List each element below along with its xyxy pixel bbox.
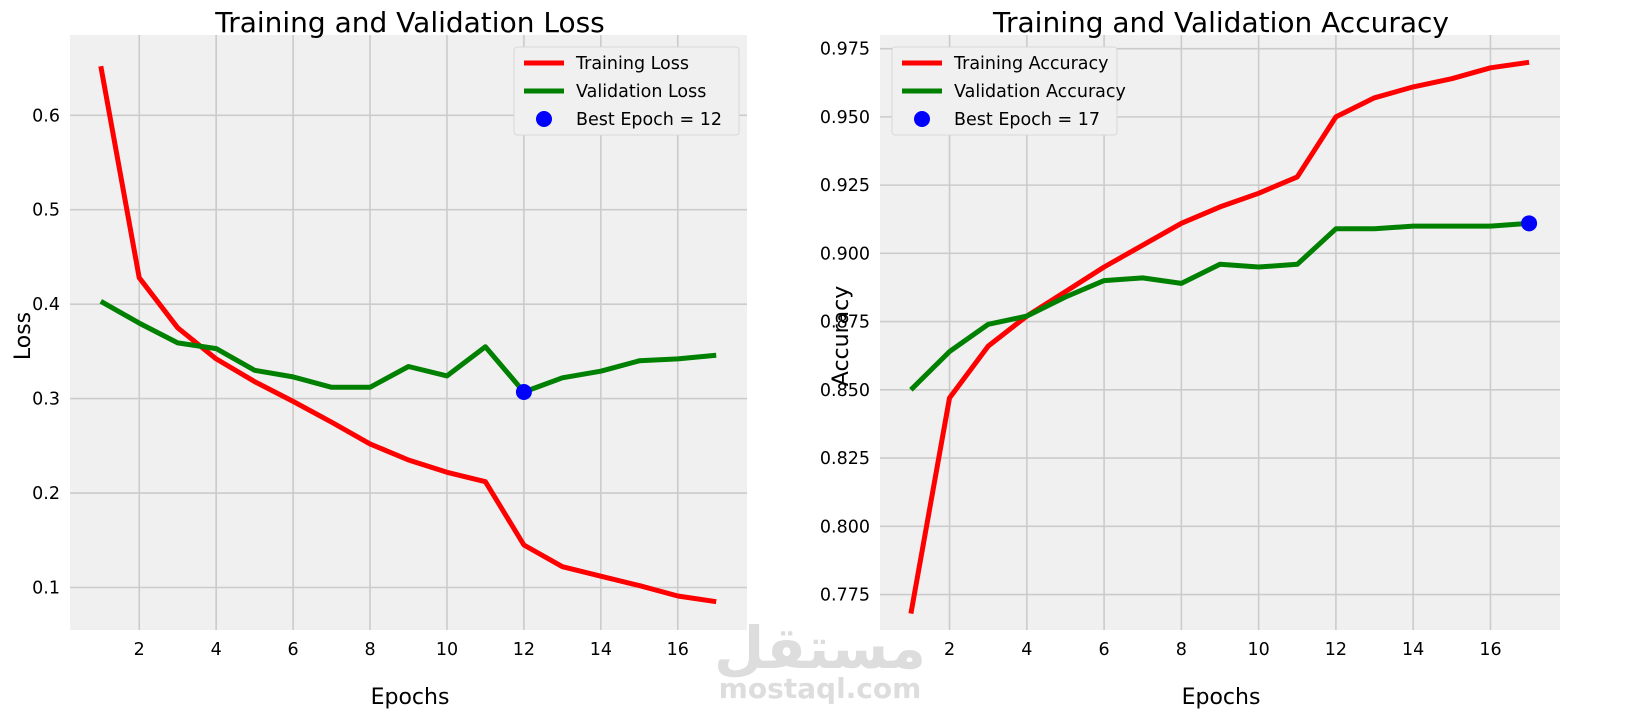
accuracy-series-validation-accuracy bbox=[909, 220, 1530, 392]
accuracy-lines bbox=[908, 59, 1530, 615]
loss-chart-title: Training and Validation Loss bbox=[214, 6, 605, 39]
accuracy-x-tick-label: 2 bbox=[944, 640, 955, 660]
watermark-url: mostaql.com bbox=[719, 672, 922, 705]
loss-x-tick-label: 4 bbox=[211, 640, 222, 660]
loss-x-tick-label: 14 bbox=[590, 640, 612, 660]
accuracy-legend-label: Best Epoch = 17 bbox=[954, 110, 1100, 130]
loss-y-tick-label: 0.2 bbox=[32, 484, 60, 504]
loss-best-points bbox=[515, 384, 532, 400]
accuracy-y-tick-label: 0.775 bbox=[820, 586, 870, 606]
accuracy-y-tick-labels: 0.775 0.800 0.825 0.850 0.875 0.900 0.925 0.950… bbox=[820, 40, 870, 606]
accuracy-best-epoch-point bbox=[1521, 215, 1538, 232]
accuracy-y-tick-label: 0.825 bbox=[820, 449, 870, 469]
accuracy-y-tick-label: 0.850 bbox=[820, 381, 870, 401]
loss-legend-label: Best Epoch = 12 bbox=[576, 110, 722, 130]
loss-x-tick-label: 16 bbox=[667, 640, 689, 660]
accuracy-chart-title: Training and Validation Accuracy bbox=[992, 6, 1449, 39]
accuracy-x-tick-label: 8 bbox=[1176, 640, 1187, 660]
accuracy-x-axis-label: Epochs bbox=[1182, 685, 1261, 710]
loss-x-tick-label: 8 bbox=[364, 640, 375, 660]
loss-x-tick-label: 12 bbox=[513, 640, 535, 660]
accuracy-legend-label: Validation Accuracy bbox=[954, 82, 1126, 102]
loss-x-tick-labels: 2 4 6 8 10 12 14 16 bbox=[134, 640, 689, 660]
loss-y-tick-labels: 0.1 0.2 0.3 0.4 0.5 0.6 bbox=[32, 106, 60, 598]
loss-legend-label: Training Loss bbox=[575, 54, 689, 74]
loss-y-tick-label: 0.4 bbox=[32, 295, 60, 315]
accuracy-chart: 2 4 6 8 10 12 14 16 0.7750.8000.8250.8500.8750.… bbox=[820, 6, 1560, 710]
accuracy-y-tick-label: 0.875 bbox=[820, 313, 870, 333]
accuracy-legend: Training Accuracy Validation Accuracy Best… bbox=[891, 46, 1126, 136]
watermark: مستقل mostaql.com bbox=[714, 614, 926, 705]
accuracy-legend-frame bbox=[891, 46, 1118, 136]
accuracy-x-tick-labels: 2 4 6 8 10 12 14 16 bbox=[944, 640, 1502, 660]
loss-y-tick-label: 0.5 bbox=[32, 201, 60, 221]
accuracy-x-tick-label: 10 bbox=[1247, 640, 1269, 660]
watermark-logo: مستقل bbox=[714, 614, 926, 682]
accuracy-legend-swatch-best-epoch bbox=[914, 111, 930, 127]
accuracy-best-points bbox=[1521, 215, 1538, 232]
loss-legend-label: Validation Loss bbox=[576, 82, 706, 102]
accuracy-series-training-accuracy bbox=[908, 59, 1530, 615]
accuracy-y-tick-label: 0.925 bbox=[820, 176, 870, 196]
loss-series-validation-loss bbox=[99, 299, 717, 395]
accuracy-grid bbox=[880, 35, 1560, 630]
accuracy-y-tick-label: 0.975 bbox=[820, 40, 870, 60]
accuracy-x-tick-label: 6 bbox=[1099, 640, 1110, 660]
accuracy-y-tick-label: 0.950 bbox=[820, 108, 870, 128]
loss-chart: 2 4 6 8 10 12 14 16 0.1 0.2 0.3 0.4 0.5 0.6 Training… bbox=[11, 6, 747, 710]
accuracy-x-tick-label: 14 bbox=[1402, 640, 1424, 660]
loss-legend-frame bbox=[513, 46, 740, 136]
loss-y-tick-label: 0.6 bbox=[32, 106, 60, 126]
loss-legend-swatch-best-epoch bbox=[536, 111, 552, 127]
accuracy-x-tick-label: 12 bbox=[1325, 640, 1347, 660]
loss-y-tick-label: 0.3 bbox=[32, 390, 60, 410]
loss-x-tick-label: 6 bbox=[288, 640, 299, 660]
loss-x-tick-label: 2 bbox=[134, 640, 145, 660]
accuracy-y-tick-label: 0.900 bbox=[820, 244, 870, 264]
loss-lines bbox=[98, 65, 717, 605]
accuracy-y-tick-label: 0.800 bbox=[820, 517, 870, 537]
accuracy-y-axis-label: Accuracy bbox=[829, 286, 854, 386]
loss-legend: Training Loss Validation Loss Best Epoch =… bbox=[513, 46, 740, 136]
loss-y-axis-label: Loss bbox=[11, 312, 36, 360]
accuracy-legend-label: Training Accuracy bbox=[953, 54, 1109, 74]
loss-y-tick-label: 0.1 bbox=[32, 579, 60, 599]
loss-best-epoch-point bbox=[515, 384, 532, 400]
accuracy-x-tick-label: 16 bbox=[1479, 640, 1501, 660]
loss-x-axis-label: Epochs bbox=[371, 685, 450, 710]
accuracy-x-tick-label: 4 bbox=[1021, 640, 1032, 660]
loss-x-tick-label: 10 bbox=[436, 640, 458, 660]
